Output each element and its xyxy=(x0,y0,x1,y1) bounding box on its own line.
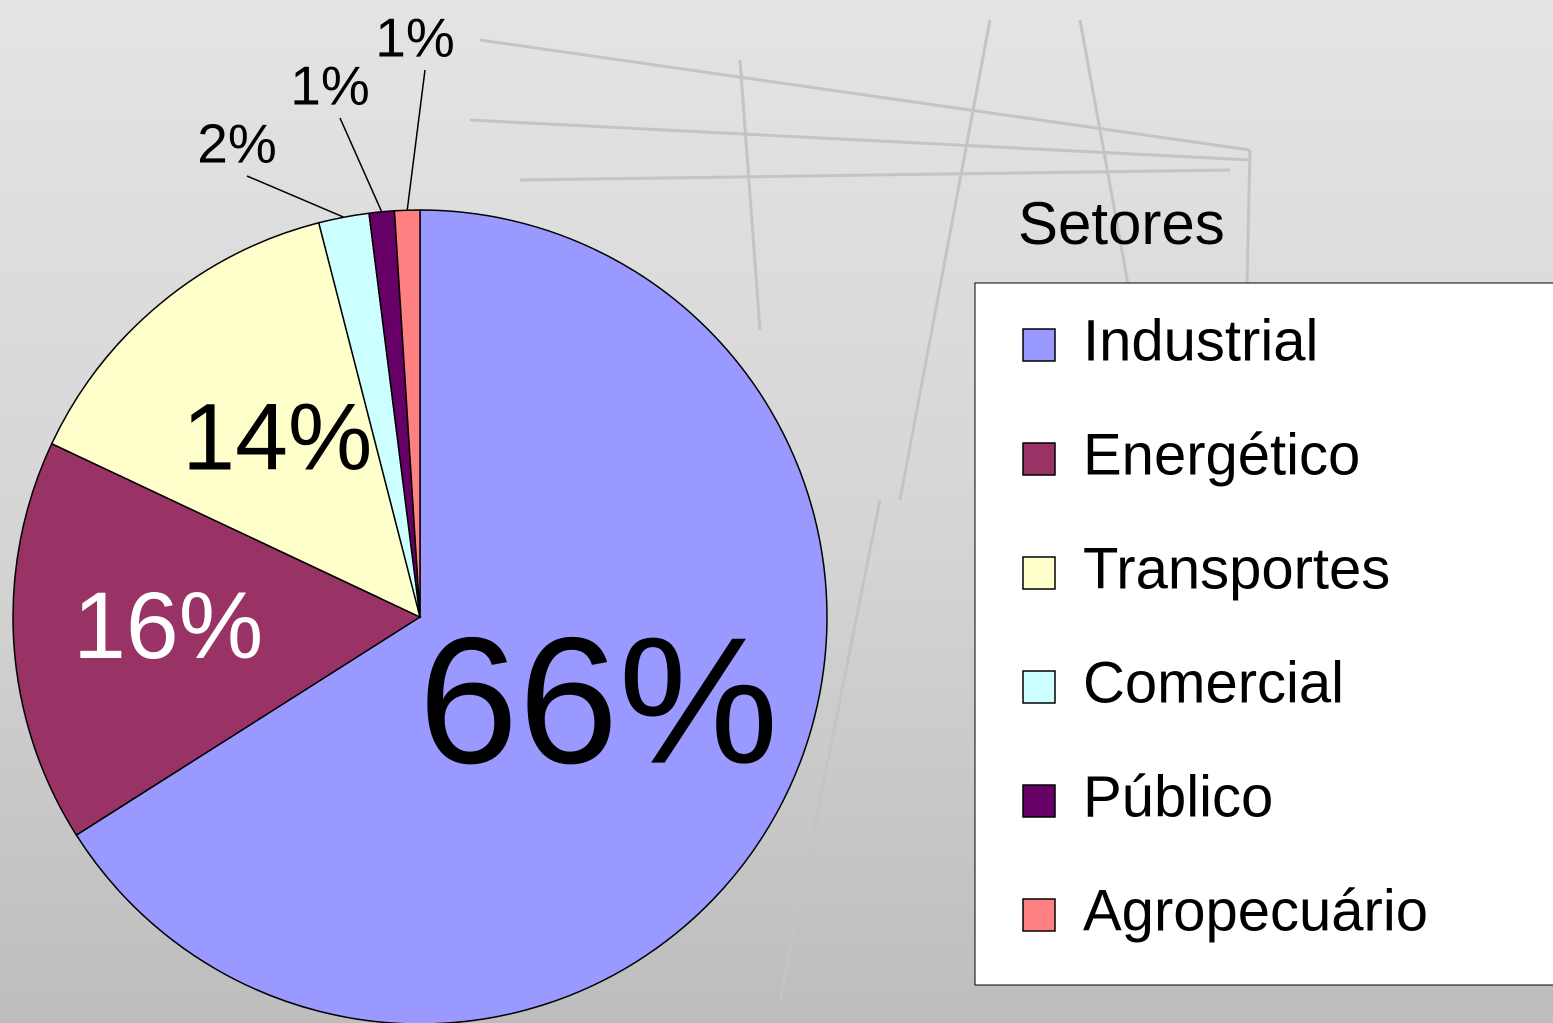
pie-slice xyxy=(75,209,828,1023)
legend-label: Industrial xyxy=(1083,308,1318,373)
slice-label: 66% xyxy=(418,601,778,802)
legend-swatch xyxy=(1022,784,1056,818)
legend-swatch xyxy=(1022,442,1056,476)
legend-label: Energético xyxy=(1083,422,1360,487)
legend-label: Transportes xyxy=(1083,536,1390,601)
pie-slice xyxy=(12,442,422,837)
legend-swatch xyxy=(1022,556,1056,590)
legend-title: Setores xyxy=(1018,190,1225,257)
legend-box xyxy=(974,282,1553,986)
slice-label: 16% xyxy=(73,573,263,679)
leader-line xyxy=(339,117,383,213)
legend-label: Comercial xyxy=(1083,650,1344,715)
legend-swatch xyxy=(1022,898,1056,932)
legend-label: Agropecuário xyxy=(1083,878,1428,943)
leader-line xyxy=(406,69,426,211)
slice-label: 1% xyxy=(375,7,455,69)
slice-label: 2% xyxy=(197,113,277,175)
legend-label: Público xyxy=(1083,764,1273,829)
legend-swatch xyxy=(1022,328,1056,362)
legend-swatch xyxy=(1022,670,1056,704)
slice-label: 1% xyxy=(290,55,370,117)
slice-label: 14% xyxy=(182,385,372,491)
pie-slice xyxy=(50,221,422,619)
leader-line xyxy=(246,175,345,218)
